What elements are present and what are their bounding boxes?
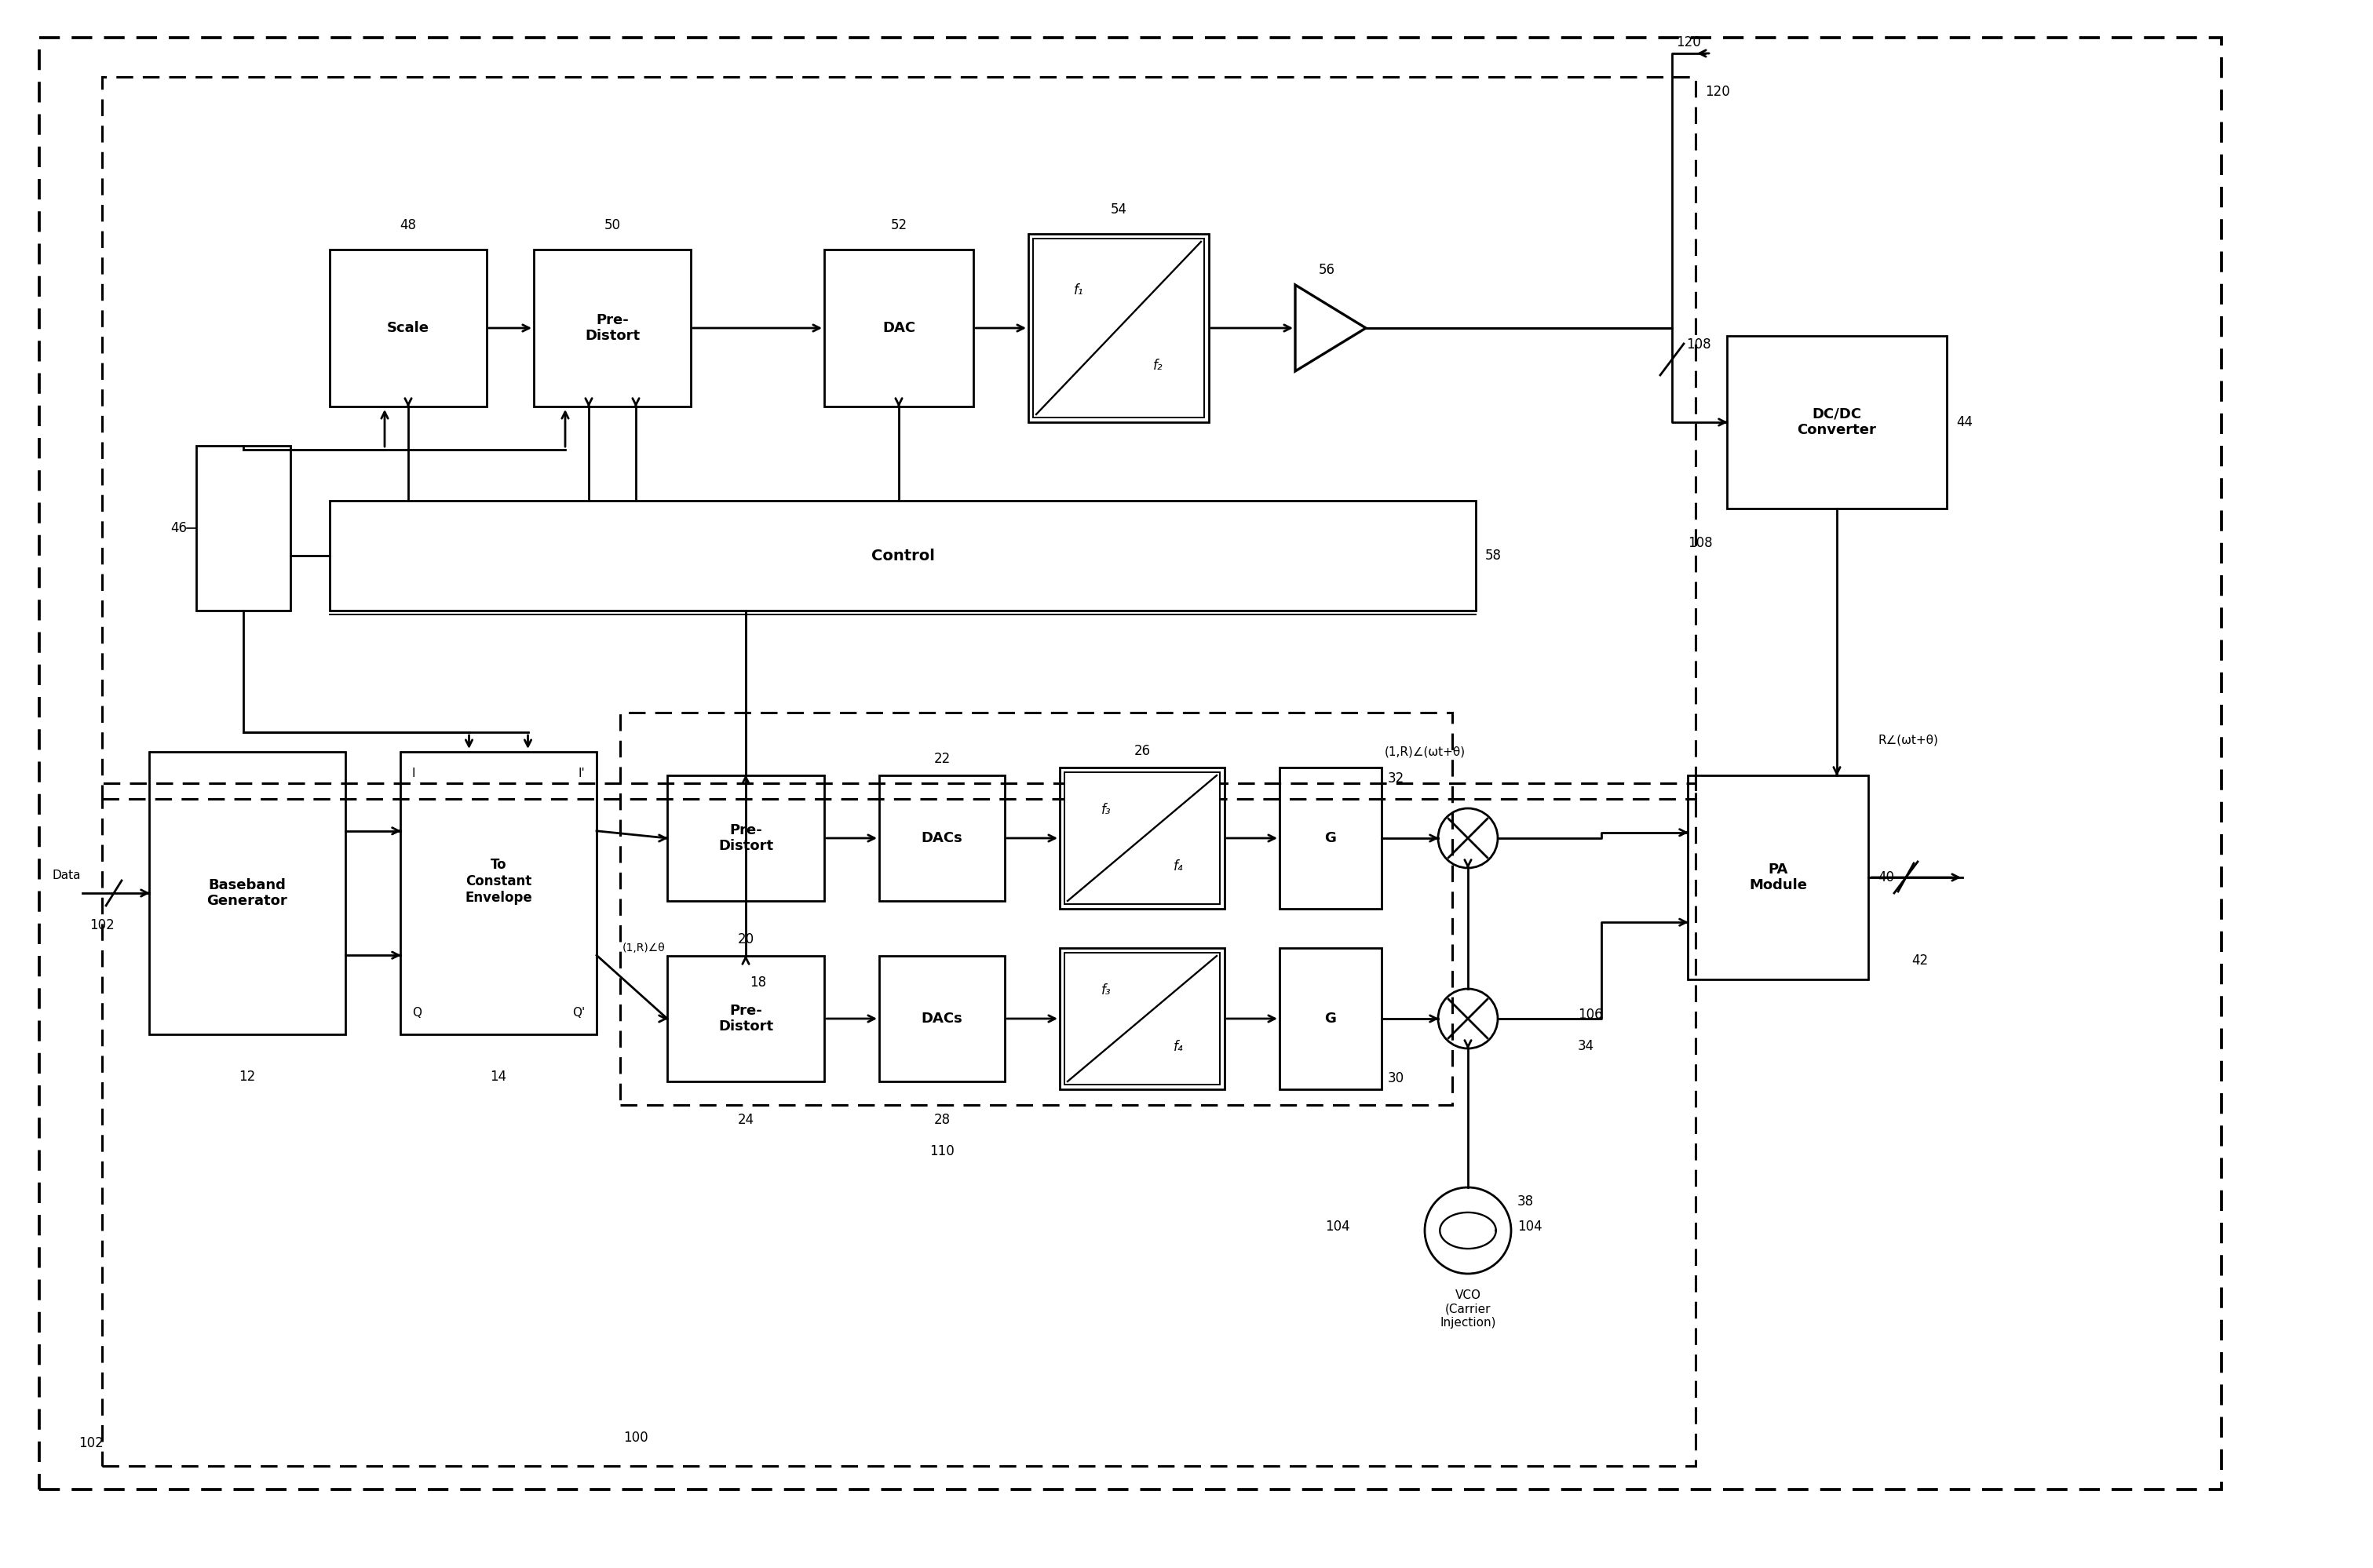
Text: 32: 32 [1388,771,1405,786]
Text: Control: Control [871,549,935,563]
Bar [1687,775,1868,980]
Bar [1279,767,1381,909]
Bar [330,500,1476,610]
Text: f₂: f₂ [1153,359,1163,373]
Text: f₃: f₃ [1101,803,1111,817]
Text: 58: 58 [1485,549,1502,563]
Text: 120: 120 [1675,36,1701,50]
Text: f₁: f₁ [1075,284,1084,298]
Text: To
Constant
Envelope: To Constant Envelope [465,858,532,905]
Bar [878,956,1004,1082]
Text: 46: 46 [171,521,187,535]
Text: G: G [1324,1011,1336,1025]
Text: 54: 54 [1111,202,1127,216]
Text: 102: 102 [90,919,114,933]
Text: Pre-
Distort: Pre- Distort [719,1004,774,1033]
Bar [1728,336,1946,508]
Bar [1061,949,1224,1090]
Text: I: I [413,767,415,779]
Bar [401,751,596,1035]
Text: G: G [1324,831,1336,845]
Text: 110: 110 [930,1145,954,1159]
Bar [149,751,346,1035]
Bar [619,712,1452,1105]
Text: f₃: f₃ [1101,983,1111,997]
Text: DC/DC
Converter: DC/DC Converter [1796,408,1877,437]
Bar [1065,953,1220,1085]
Bar [102,782,1697,1466]
Text: Baseband
Generator: Baseband Generator [206,878,287,908]
Text: 20: 20 [738,933,755,947]
Text: 120: 120 [1704,85,1730,99]
Text: 56: 56 [1319,263,1336,278]
Text: DACs: DACs [921,831,963,845]
Bar [1065,771,1220,905]
Text: 108: 108 [1687,337,1711,351]
Text: 24: 24 [738,1113,755,1127]
Bar [667,956,823,1082]
Text: 108: 108 [1687,536,1713,550]
Text: Q: Q [413,1007,422,1019]
Text: 44: 44 [1955,416,1972,430]
Text: PA
Module: PA Module [1749,862,1806,892]
Text: 100: 100 [624,1430,648,1444]
Bar [667,775,823,902]
Text: 104: 104 [1516,1220,1542,1234]
Bar [823,249,973,406]
Text: 28: 28 [933,1113,949,1127]
Text: 26: 26 [1134,743,1151,757]
Text: 102: 102 [78,1436,104,1450]
Text: 22: 22 [933,751,949,765]
Text: 14: 14 [491,1069,508,1083]
Text: Pre-
Distort: Pre- Distort [719,823,774,853]
Text: Q': Q' [572,1007,584,1019]
Text: 12: 12 [240,1069,256,1083]
Text: 48: 48 [401,218,415,232]
Text: Data: Data [52,870,81,881]
Text: 40: 40 [1877,870,1894,884]
Text: 30: 30 [1388,1071,1405,1085]
Text: DAC: DAC [883,321,916,336]
Text: (1,R)∠θ: (1,R)∠θ [622,942,664,953]
Text: (1,R)∠(ωt+θ): (1,R)∠(ωt+θ) [1383,746,1464,757]
Text: 18: 18 [750,975,766,989]
Bar [1061,767,1224,909]
Text: R∠(ωt+θ): R∠(ωt+θ) [1877,734,1939,746]
Text: f₄: f₄ [1175,859,1184,873]
Text: VCO
(Carrier
Injection): VCO (Carrier Injection) [1440,1289,1495,1328]
Bar [878,775,1004,902]
Text: 50: 50 [605,218,619,232]
Text: 106: 106 [1578,1008,1602,1022]
Text: 104: 104 [1327,1220,1350,1234]
Bar [1279,949,1381,1090]
Bar [1032,238,1203,417]
Bar [197,445,290,610]
Text: 38: 38 [1516,1195,1533,1209]
Text: 34: 34 [1578,1040,1595,1054]
Text: I': I' [579,767,584,779]
Text: DACs: DACs [921,1011,963,1025]
Bar [534,249,691,406]
Bar [102,77,1697,800]
Text: 42: 42 [1910,953,1927,967]
Text: f₄: f₄ [1175,1040,1184,1054]
Text: Pre-
Distort: Pre- Distort [584,312,641,343]
Bar [330,249,486,406]
Text: Scale: Scale [387,321,430,336]
Text: 52: 52 [890,218,906,232]
Bar [1028,234,1208,422]
